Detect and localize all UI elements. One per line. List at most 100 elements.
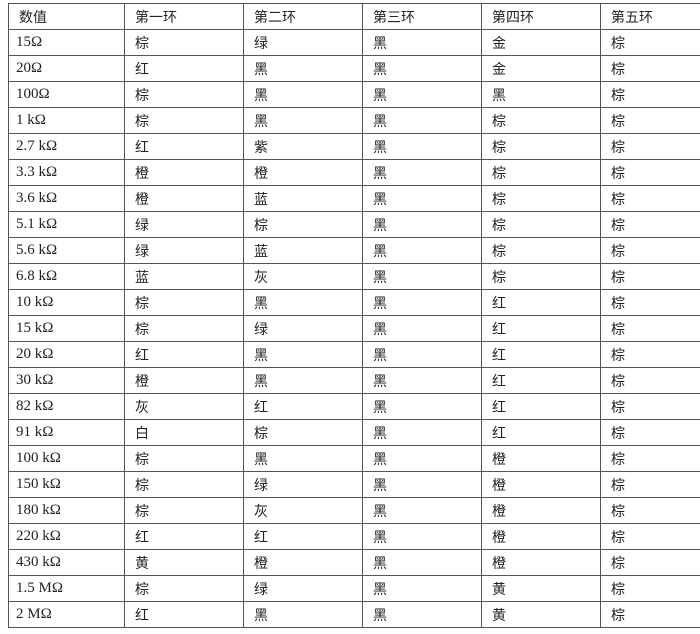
ring-color-cell: 黑 [362, 419, 482, 446]
ring-color-cell: 黑 [243, 445, 363, 472]
ring-color-cell: 黑 [362, 497, 482, 524]
ring-color-cell: 黑 [362, 185, 482, 212]
ring-color-cell: 绿 [124, 211, 244, 238]
ring-color-cell: 蓝 [243, 237, 363, 264]
ring-color-cell: 棕 [481, 237, 601, 264]
ring-color-cell: 橙 [481, 471, 601, 498]
ring-color-cell: 棕 [600, 81, 700, 108]
ring-color-cell: 黑 [362, 211, 482, 238]
ring-color-cell: 棕 [600, 289, 700, 316]
ring-color-cell: 棕 [481, 107, 601, 134]
ring-color-cell: 棕 [600, 549, 700, 576]
ring-color-cell: 红 [481, 393, 601, 420]
table-row: 20Ω 红黑黑金棕 [8, 55, 700, 82]
ring-color-cell: 绿 [243, 315, 363, 342]
value-cell: 20Ω [8, 55, 125, 82]
ring-color-cell: 棕 [600, 601, 700, 628]
ring-color-cell: 棕 [124, 29, 244, 56]
table-row: 1 kΩ 棕黑黑棕棕 [8, 107, 700, 134]
value-cell: 3.3 kΩ [8, 159, 125, 186]
table-row: 100 kΩ 棕黑黑橙棕 [8, 445, 700, 472]
ring-color-cell: 黑 [362, 159, 482, 186]
table-row: 1.5 MΩ 棕绿黑黄棕 [8, 575, 700, 602]
ring-color-cell: 黑 [362, 367, 482, 394]
table-row: 2.7 kΩ 红紫黑棕棕 [8, 133, 700, 160]
ring-color-cell: 棕 [124, 471, 244, 498]
ring-color-cell: 白 [124, 419, 244, 446]
ring-color-cell: 黑 [362, 133, 482, 160]
ring-color-cell: 黑 [362, 393, 482, 420]
ring-color-cell: 黑 [243, 601, 363, 628]
ring-color-cell: 棕 [600, 237, 700, 264]
ring-color-cell: 红 [124, 341, 244, 368]
table-row: 430 kΩ 黄橙黑橙棕 [8, 549, 700, 576]
ring-color-cell: 橙 [481, 445, 601, 472]
ring-color-cell: 棕 [124, 445, 244, 472]
ring-color-cell: 黑 [362, 471, 482, 498]
table-row: 10 kΩ 棕黑黑红棕 [8, 289, 700, 316]
ring-color-cell: 棕 [124, 107, 244, 134]
ring-color-cell: 棕 [600, 29, 700, 56]
ring-color-cell: 棕 [481, 211, 601, 238]
ring-color-cell: 黑 [362, 289, 482, 316]
ring-color-cell: 橙 [243, 549, 363, 576]
ring-color-cell: 棕 [600, 107, 700, 134]
ring-color-cell: 棕 [600, 393, 700, 420]
resistor-color-code-table: 数值 第一环 第二环 第三环 第四环 第五环 15Ω 棕绿黑金棕 20Ω 红黑黑金棕 100Ω 棕黑黑… [8, 3, 700, 628]
value-cell: 20 kΩ [8, 341, 125, 368]
ring-color-cell: 黑 [362, 549, 482, 576]
ring-color-cell: 黑 [362, 523, 482, 550]
ring-color-cell: 棕 [600, 367, 700, 394]
ring-color-cell: 棕 [243, 419, 363, 446]
ring-color-cell: 棕 [600, 471, 700, 498]
column-header: 第三环 [362, 3, 482, 30]
ring-color-cell: 灰 [243, 263, 363, 290]
value-cell: 100Ω [8, 81, 125, 108]
value-cell: 1 kΩ [8, 107, 125, 134]
ring-color-cell: 黑 [362, 341, 482, 368]
ring-color-cell: 棕 [600, 133, 700, 160]
ring-color-cell: 棕 [600, 523, 700, 550]
value-cell: 30 kΩ [8, 367, 125, 394]
value-cell: 100 kΩ [8, 445, 125, 472]
ring-color-cell: 黑 [362, 601, 482, 628]
value-cell: 3.6 kΩ [8, 185, 125, 212]
ring-color-cell: 橙 [124, 367, 244, 394]
ring-color-cell: 黑 [243, 81, 363, 108]
column-header: 第二环 [243, 3, 363, 30]
ring-color-cell: 黑 [362, 445, 482, 472]
ring-color-cell: 黄 [481, 601, 601, 628]
ring-color-cell: 绿 [243, 471, 363, 498]
ring-color-cell: 棕 [600, 159, 700, 186]
table-row: 220 kΩ 红红黑橙棕 [8, 523, 700, 550]
ring-color-cell: 棕 [124, 81, 244, 108]
table-row: 100Ω 棕黑黑黑棕 [8, 81, 700, 108]
ring-color-cell: 黑 [362, 315, 482, 342]
ring-color-cell: 绿 [243, 575, 363, 602]
ring-color-cell: 橙 [481, 549, 601, 576]
value-cell: 5.1 kΩ [8, 211, 125, 238]
ring-color-cell: 棕 [124, 289, 244, 316]
ring-color-cell: 棕 [600, 185, 700, 212]
ring-color-cell: 黄 [481, 575, 601, 602]
ring-color-cell: 黑 [243, 55, 363, 82]
ring-color-cell: 灰 [124, 393, 244, 420]
ring-color-cell: 黑 [362, 55, 482, 82]
ring-color-cell: 蓝 [124, 263, 244, 290]
table-row: 20 kΩ 红黑黑红棕 [8, 341, 700, 368]
value-cell: 15Ω [8, 29, 125, 56]
column-header: 数值 [8, 3, 125, 30]
ring-color-cell: 灰 [243, 497, 363, 524]
value-cell: 15 kΩ [8, 315, 125, 342]
value-cell: 10 kΩ [8, 289, 125, 316]
table-row: 2 MΩ 红黑黑黄棕 [8, 601, 700, 628]
ring-color-cell: 棕 [124, 575, 244, 602]
ring-color-cell: 金 [481, 55, 601, 82]
ring-color-cell: 黑 [243, 107, 363, 134]
cut-off-text-line [0, 628, 700, 634]
ring-color-cell: 棕 [600, 315, 700, 342]
ring-color-cell: 黑 [243, 367, 363, 394]
ring-color-cell: 黑 [362, 575, 482, 602]
ring-color-cell: 红 [481, 315, 601, 342]
table-row: 15Ω 棕绿黑金棕 [8, 29, 700, 56]
